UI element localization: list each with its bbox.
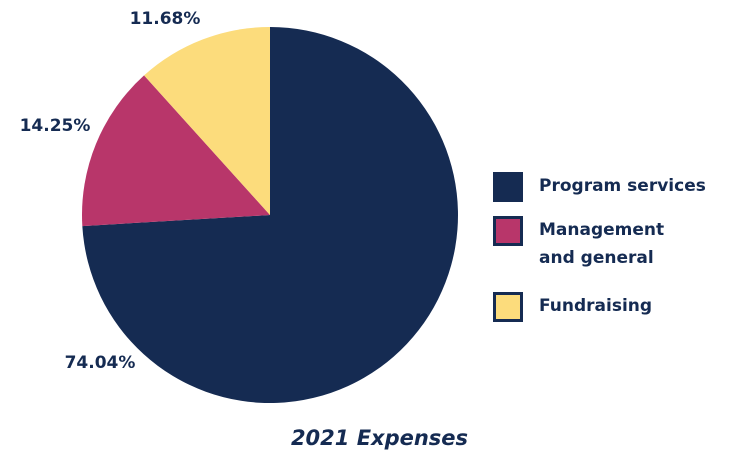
data-label: 74.04%	[65, 353, 136, 373]
legend-swatch	[493, 292, 523, 322]
legend-swatch	[493, 216, 523, 246]
legend-item-management-and-general: Management and general	[493, 216, 709, 272]
data-label: 14.25%	[20, 116, 91, 136]
pie-slice-management-and-general	[82, 75, 270, 227]
legend-label: Management and general	[539, 220, 665, 268]
legend-swatch	[493, 172, 523, 202]
legend-item-fundraising: Fundraising	[493, 292, 709, 322]
legend-label: Fundraising	[539, 296, 653, 316]
chart-title: 2021 Expenses	[290, 426, 469, 450]
legend: Program services Management and general …	[493, 172, 709, 336]
legend-item-program-services: Program services	[493, 172, 709, 202]
pie-slice-program-services	[82, 27, 459, 404]
pie-slice-fundraising	[144, 27, 270, 215]
data-label: 11.68%	[130, 9, 201, 29]
legend-label: Program services	[539, 176, 706, 196]
